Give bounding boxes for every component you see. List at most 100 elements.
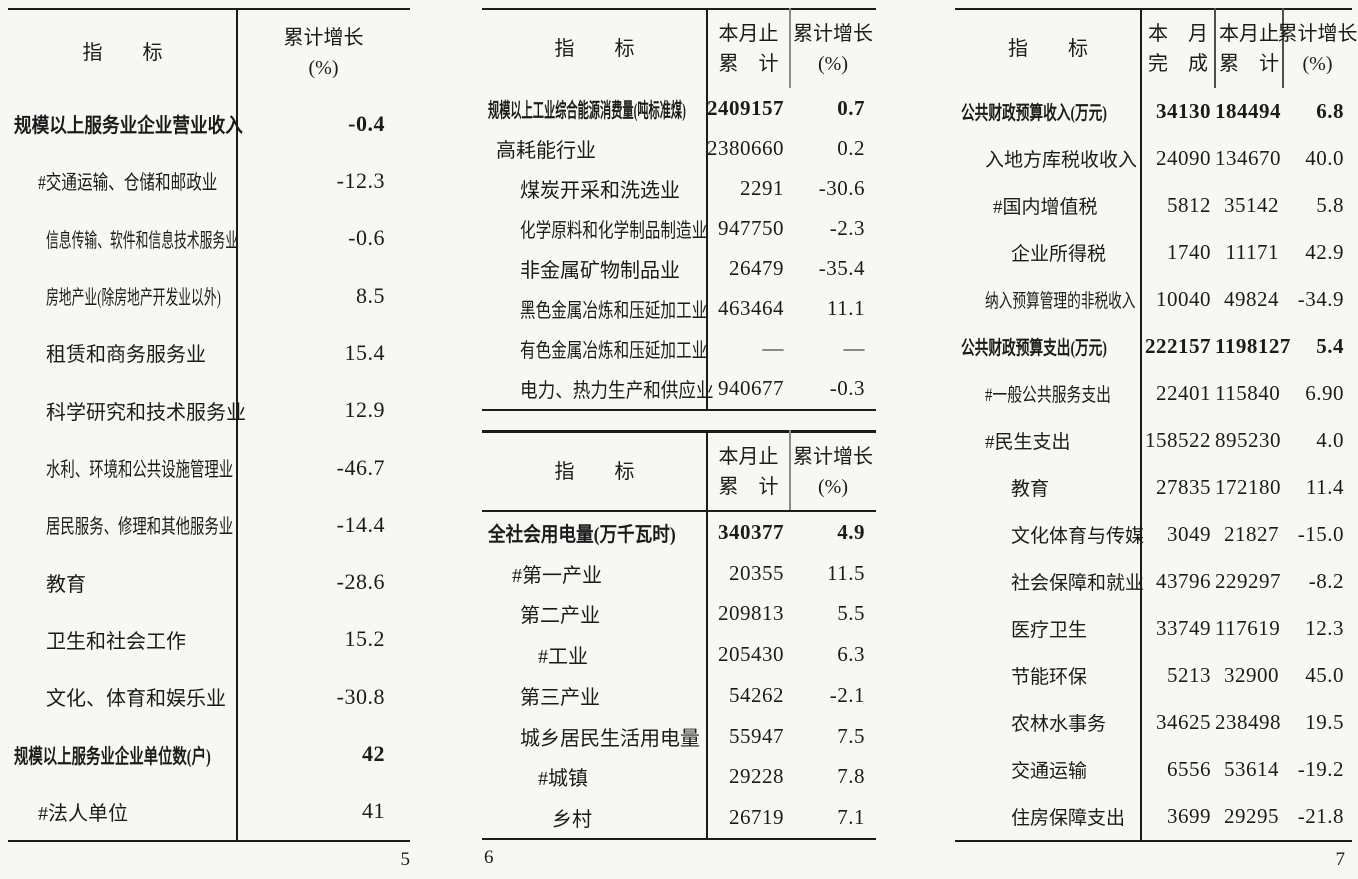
row-value-month: 5812 [1167,193,1211,217]
row-value-growth: -15.0 [1297,522,1344,546]
row-value-growth: -30.6 [818,175,865,200]
row-value-growth: -28.6 [336,569,385,595]
table-row: 住房保障支出 3699 29295 -21.8 [955,793,1352,840]
row-value-growth: 15.4 [344,339,385,365]
row-value-growth: 40.0 [1305,146,1344,170]
table-row: 规模以上工业综合能源消费量(吨标准煤) 2409157 0.7 [482,88,876,128]
row-label: 教育 [46,573,86,596]
row-value-growth: -12.3 [336,167,385,193]
table-row: 水利、环境和公共设施管理业 -46.7 [8,439,410,496]
row-label-cell: 入地方库税收收入 [955,145,1141,172]
header-indicator-label: 指 标 [1008,38,1088,60]
row-value-cumulative: 53614 [1224,757,1279,781]
row-label-cell: #一般公共服务支出 [955,380,1141,407]
row-value-cumulative: 32900 [1224,663,1279,687]
row-value-cumulative: 229297 [1215,569,1281,593]
table-row: 煤炭开采和洗选业 2291 -30.6 [482,168,876,208]
row-value-month: 34130 [1156,99,1211,123]
row-value-growth: 45.0 [1305,663,1344,687]
page-number-5: 5 [400,849,411,870]
row-label-cell: 教育 [955,474,1141,501]
table-header: 指 标 累计增长 (%) [8,10,410,95]
row-value-cumulative: 2380660 [707,135,784,160]
row-label: 卫生和社会工作 [46,630,186,653]
row-value-growth: -35.4 [818,256,865,281]
row-value-growth: -0.4 [348,110,385,136]
header-indicator: 指 标 [482,434,707,510]
table-row: 教育 -28.6 [8,554,410,611]
row-label-cell: 租赁和商务服务业 [8,338,237,367]
header-indicator: 指 标 [955,10,1141,88]
table-row: #国内增值税 5812 35142 5.8 [955,182,1352,229]
row-label-cell: 住房保障支出 [955,803,1141,830]
row-label-cell: 纳入预算管理的非税收入 [955,286,1141,313]
row-value-cumulative: 55947 [729,723,784,748]
row-value-cumulative: 29228 [729,764,784,789]
header-col1-line2: 完 成 [1148,53,1208,75]
row-value-growth: 41 [362,798,385,824]
table-row: 居民服务、修理和其他服务业 -14.4 [8,496,410,553]
column-divider [706,430,708,840]
row-value-cumulative: 2291 [740,175,784,200]
header-col2-line1: 累计增长 [793,23,873,45]
row-value-month: 43796 [1156,569,1211,593]
table-row: 房地产业(除房地产开发业以外) 8.5 [8,267,410,324]
row-value-growth: 5.4 [1316,334,1344,358]
row-label-cell: 第三产业 [482,681,707,710]
row-label: 乡村 [552,809,592,832]
row-label: 公共财政预算收入(万元) [961,103,1107,124]
row-label: 入地方库税收收入 [985,150,1138,171]
table-row: 高耗能行业 2380660 0.2 [482,128,876,168]
table-row: #法人单位 41 [8,783,410,840]
row-label: #国内增值税 [993,197,1098,218]
row-value-growth: 12.3 [1305,616,1344,640]
row-label-cell: 居民服务、修理和其他服务业 [8,510,237,539]
page-number-6: 6 [484,847,494,868]
row-value-growth: 42 [362,741,385,767]
row-value-growth: -2.3 [829,215,865,240]
table-row: 教育 27835 172180 11.4 [955,464,1352,511]
row-label-cell: #交通运输、仓储和邮政业 [8,166,237,195]
row-label: 居民服务、修理和其他服务业 [46,516,234,539]
header-indicator-label: 指 标 [554,38,635,60]
row-value-growth: -8.2 [1308,569,1344,593]
row-value-cumulative: 35142 [1224,193,1279,217]
row-value-growth: -2.1 [829,682,865,707]
row-label: 节能环保 [1011,667,1088,688]
header-col1-line1: 本 月 [1148,23,1208,45]
row-label-cell: 交通运输 [955,756,1141,783]
row-value-growth: 11.5 [827,560,865,585]
row-label-cell: 非金属矿物制品业 [482,254,707,283]
row-value-cumulative: 1198127 [1215,334,1291,358]
row-label: 企业所得税 [1011,244,1107,265]
row-value-cumulative: 209813 [718,601,784,626]
header-col1-line1: 本月止 [718,23,779,45]
row-label-cell: 高耗能行业 [482,134,707,163]
header-column-divider [789,430,791,510]
row-value-month: 6556 [1167,757,1211,781]
row-label: #民生支出 [985,432,1071,453]
row-label: 规模以上工业综合能源消费量(吨标准煤) [488,99,686,122]
header-indicator: 指 标 [8,10,237,95]
row-label-cell: 社会保障和就业 [955,568,1144,595]
table-electricity-consumption: 指 标 本月止 累 计 累计增长 (%) 全社会用电量(万千瓦时) 340377… [482,430,876,840]
table-row: 第二产业 209813 5.5 [482,594,876,635]
row-value-growth: 6.8 [1316,99,1344,123]
header-col3-line1: 累计增长 [1277,23,1358,45]
header-growth-line1: 累计增长 [283,26,364,49]
row-label-cell: 全社会用电量(万千瓦时) [482,518,707,547]
table-row: 农林水事务 34625 238498 19.5 [955,699,1352,746]
header-growth: 累计增长 (%) [1278,10,1358,88]
table-header: 指 标 本 月 完 成 本月止 累 计 累计增长 (%) [955,10,1358,88]
row-label: 化学原料和化学制品制造业 [520,219,708,242]
table-row: 社会保障和就业 43796 229297 -8.2 [955,558,1352,605]
table-row: #工业 205430 6.3 [482,634,876,675]
row-value-cumulative: 49824 [1224,287,1279,311]
table-row: 医疗卫生 33749 117619 12.3 [955,605,1352,652]
column-divider [236,8,238,842]
row-label: 全社会用电量(万千瓦时) [488,523,676,546]
row-value-cumulative: 54262 [729,682,784,707]
row-label-cell: 卫生和社会工作 [8,625,237,654]
row-value-cumulative: — [762,336,784,361]
row-value-month: 3699 [1167,804,1211,828]
